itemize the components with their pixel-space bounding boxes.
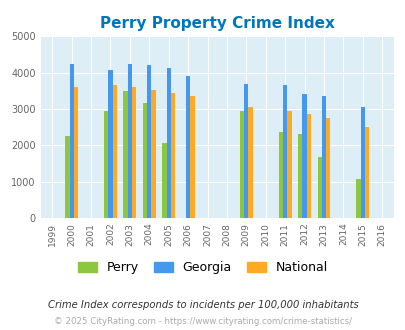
Bar [325,118,330,218]
Bar [166,68,171,218]
Legend: Perry, Georgia, National: Perry, Georgia, National [73,256,332,279]
Bar [243,84,248,218]
Bar [74,87,78,218]
Bar [185,76,190,218]
Bar [306,114,310,218]
Text: Crime Index corresponds to incidents per 100,000 inhabitants: Crime Index corresponds to incidents per… [47,300,358,310]
Bar [282,85,287,218]
Bar [278,132,282,218]
Bar [317,157,321,218]
Bar [143,104,147,218]
Bar [132,87,136,218]
Bar [248,107,252,218]
Bar [147,65,151,218]
Bar [302,94,306,218]
Bar [171,92,175,218]
Bar [356,179,360,218]
Bar [128,63,132,218]
Bar [239,111,243,218]
Text: © 2025 CityRating.com - https://www.cityrating.com/crime-statistics/: © 2025 CityRating.com - https://www.city… [54,317,351,326]
Title: Perry Property Crime Index: Perry Property Crime Index [100,16,334,31]
Bar [321,96,325,218]
Bar [108,70,112,218]
Bar [360,107,364,218]
Bar [123,91,128,218]
Bar [69,63,74,218]
Bar [112,85,117,218]
Bar [297,134,302,218]
Bar [287,111,291,218]
Bar [364,127,368,218]
Bar [104,111,108,218]
Bar [162,144,166,218]
Bar [65,136,69,218]
Bar [151,90,155,218]
Bar [190,96,194,218]
